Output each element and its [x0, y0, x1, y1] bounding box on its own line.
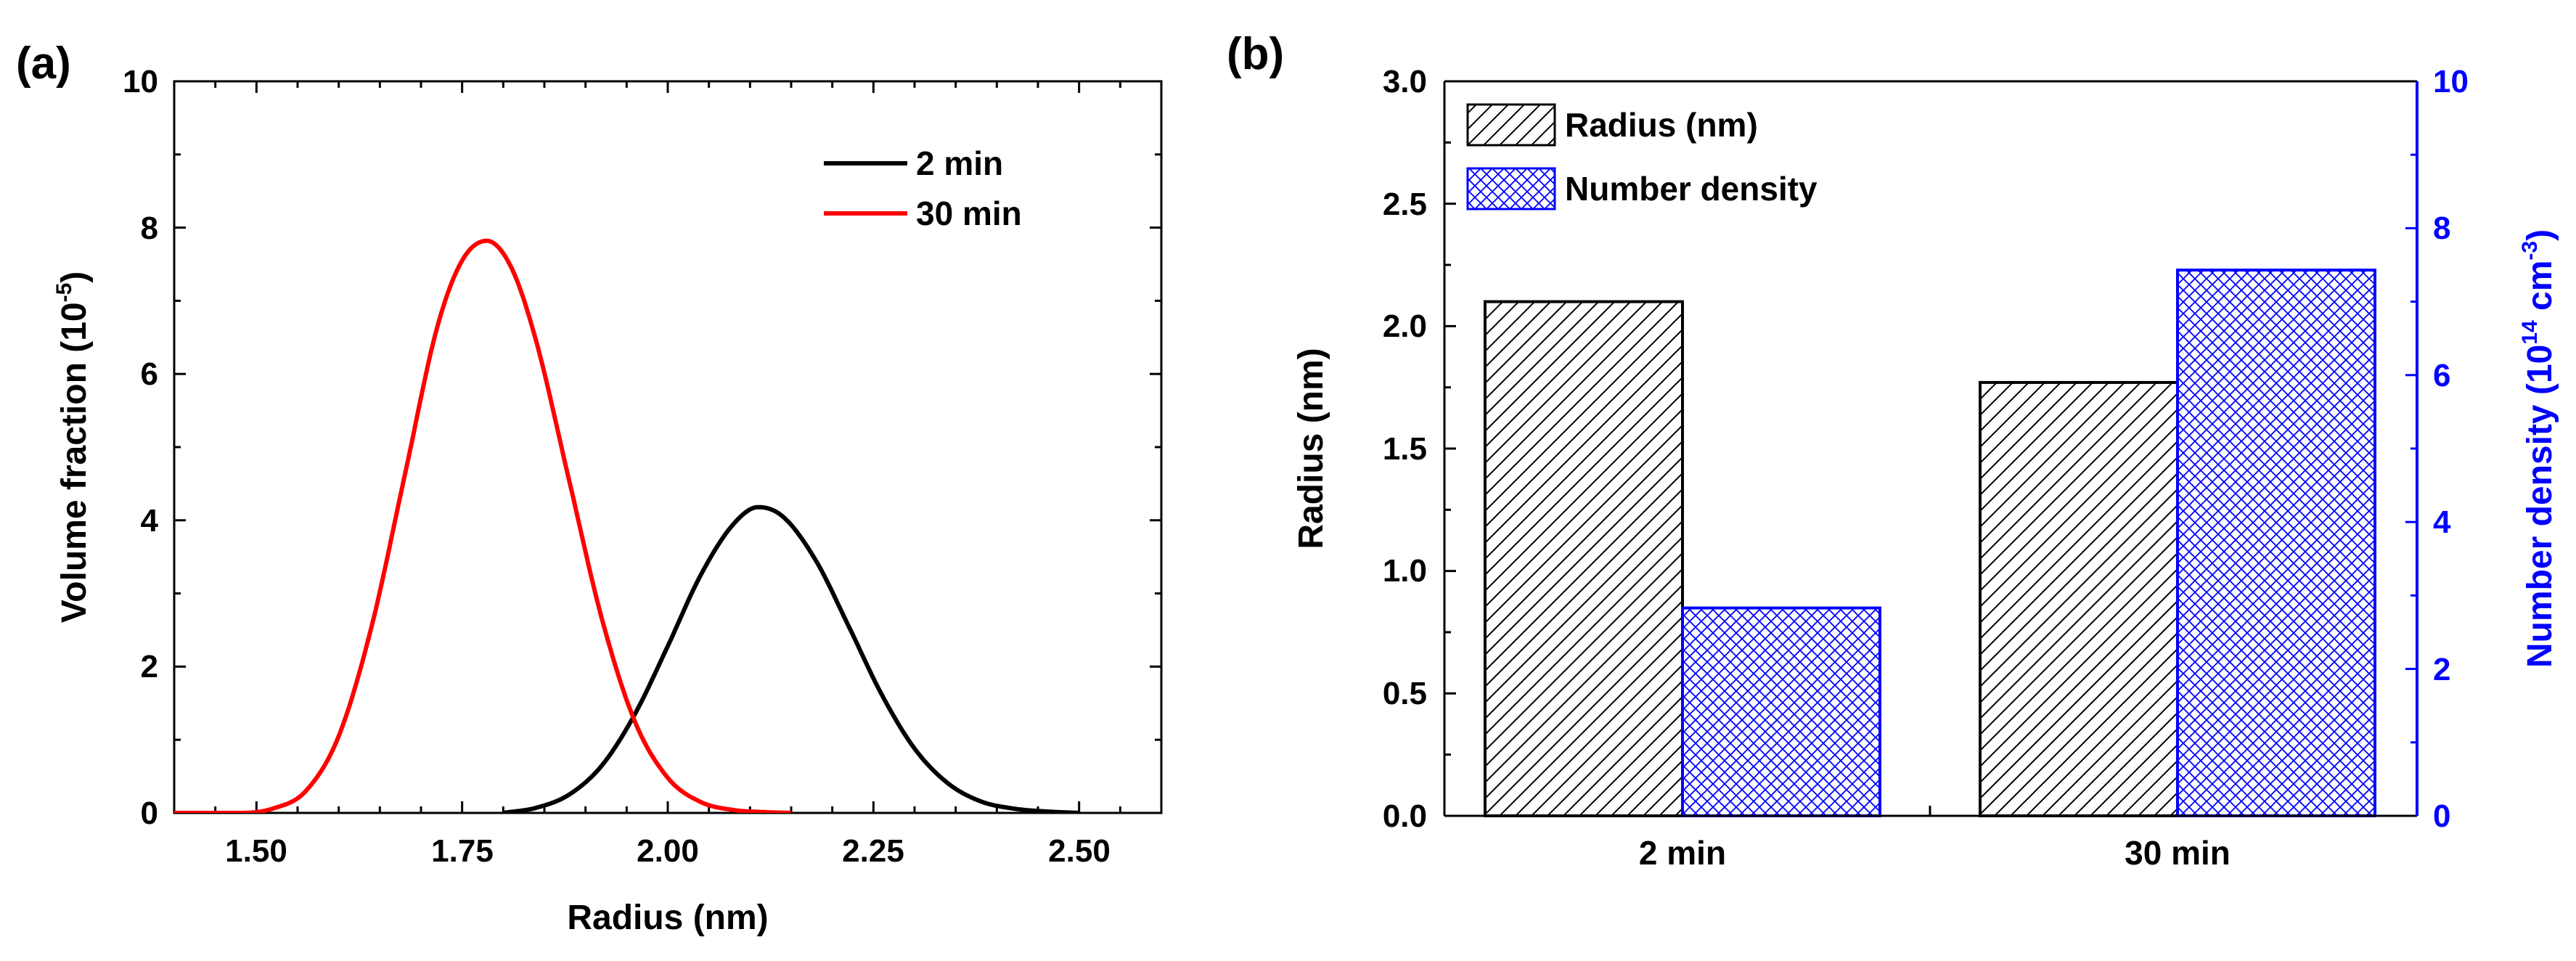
series-lines-a [174, 238, 1080, 813]
y-tick-label: 1.0 [1383, 553, 1427, 589]
y-tick-labels-b: 0.0 0.5 1.0 1.5 2.0 2.5 3.0 [1383, 64, 1427, 834]
category-labels-b: 2 min 30 min [1639, 834, 2231, 872]
legend-label-2min: 2 min [916, 144, 1003, 182]
y2-tick-label: 4 [2433, 504, 2451, 540]
legend-swatch-number-density [1466, 167, 1556, 210]
series-line-2min [502, 504, 1080, 813]
bars-b [1484, 269, 2376, 818]
y-tick-label: 3.0 [1383, 64, 1427, 99]
axis-ticks-b [1444, 141, 2417, 816]
x-tick-label: 1.75 [431, 833, 494, 869]
y2-tick-labels-b: 0 2 4 6 8 10 [2433, 64, 2469, 834]
y-axis-label-a-sup: -5 [52, 283, 76, 303]
panel-a: (a) 0 2 4 6 8 10 1.50 1.75 2.00 2.25 2.5… [16, 38, 1163, 937]
bar-radius-30min [1979, 380, 2179, 817]
y-tick-labels-a: 0 2 4 6 8 10 [123, 64, 158, 831]
legend-label-30min: 30 min [916, 195, 1022, 232]
y2-axis-label-end: ) [2521, 229, 2559, 241]
x-axis-label-a: Radius (nm) [567, 899, 768, 937]
legend-a: 2 min 30 min [824, 144, 1022, 232]
y-axis-label-a-text: Volume fraction (10 [55, 302, 94, 623]
y-tick-label: 2 [141, 649, 158, 684]
y-axis-label-b: Radius (nm) [1292, 348, 1330, 549]
axis-ticks-a [174, 81, 1161, 813]
y2-axis-label-b: Number density (1014 cm-3) [2518, 229, 2559, 668]
bar-number-density-30min [2176, 269, 2376, 818]
y-tick-label: 0.5 [1383, 676, 1427, 711]
y2-tick-label: 6 [2433, 358, 2450, 393]
x-tick-labels-a: 1.50 1.75 2.00 2.25 2.50 [225, 833, 1111, 869]
x-tick-label: 2.25 [842, 833, 904, 869]
y-tick-label: 2.5 [1383, 187, 1427, 222]
plot-frame-a [173, 80, 1163, 814]
category-label-2min: 2 min [1639, 834, 1726, 872]
y-axis-label-a: Volume fraction (10-5) [52, 271, 94, 623]
panel-b: (b) 0.0 0.5 1.0 1.5 2.0 2.5 3.0 0 2 4 6 … [1227, 29, 2559, 872]
x-tick-label: 2.00 [637, 833, 699, 869]
bar-radius-2min [1484, 300, 1684, 818]
y-tick-label: 10 [123, 64, 158, 99]
y2-tick-label: 8 [2433, 210, 2450, 246]
x-tick-label: 2.50 [1048, 833, 1111, 869]
y2-axis-label-sup1: 14 [2518, 320, 2542, 345]
y2-tick-label: 2 [2433, 652, 2450, 687]
legend-label-number-density: Number density [1565, 170, 1817, 208]
y-tick-label: 0.0 [1383, 798, 1427, 834]
y2-tick-label: 10 [2433, 64, 2469, 99]
y-tick-label: 8 [141, 210, 158, 246]
y-tick-label: 1.5 [1383, 431, 1427, 467]
y2-axis-label-text: Number density (10 [2521, 345, 2559, 668]
y2-axis-label-mid: cm [2521, 261, 2559, 321]
y-tick-label: 0 [141, 796, 158, 831]
panel-label-a: (a) [16, 38, 71, 89]
y-tick-label: 4 [141, 503, 159, 539]
x-tick-label: 1.50 [225, 833, 287, 869]
y-tick-label: 6 [141, 356, 158, 392]
y-axis-label-a-end: ) [55, 271, 94, 283]
bar-number-density-2min [1681, 606, 1881, 817]
legend-label-radius: Radius (nm) [1565, 106, 1758, 144]
legend-b: Radius (nm) Number density [1466, 103, 1817, 210]
series-line-30min [174, 238, 793, 813]
legend-swatch-radius [1466, 103, 1556, 147]
y-tick-label: 2.0 [1383, 308, 1427, 344]
y2-axis-label-sup2: -3 [2518, 241, 2542, 261]
panel-label-b: (b) [1227, 29, 1284, 79]
y2-tick-label: 0 [2433, 798, 2450, 834]
category-label-30min: 30 min [2125, 834, 2231, 872]
